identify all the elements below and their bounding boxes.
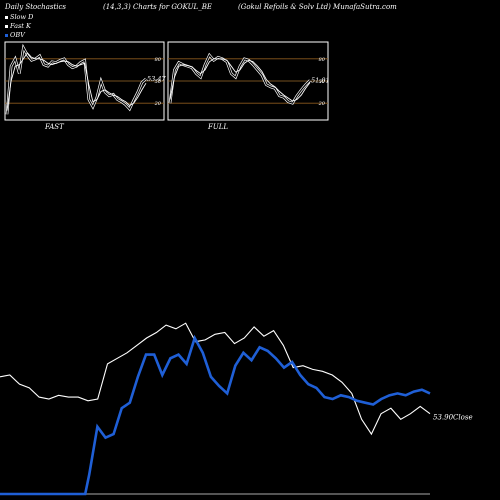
full-tick-20: 20 (318, 101, 326, 107)
legend-swatch-fast-k (5, 24, 8, 28)
full-tick-50: 50 (319, 79, 326, 85)
full-series-slow-d (169, 58, 311, 102)
legend-obv: OBV (5, 31, 25, 39)
full-tick-80: 80 (319, 57, 326, 63)
legend-slow-d: Slow D (5, 13, 33, 21)
fast-tick-80: 80 (155, 57, 162, 63)
fast-series-slow-d (6, 52, 147, 111)
full-last-value-label: 51.01 (311, 76, 330, 84)
fast-panel-title: FAST (45, 123, 64, 131)
fast-tick-20: 20 (154, 101, 162, 107)
full-panel-title: FULL (208, 123, 229, 131)
header-center: (14,3,3) Charts for GOKUL_BE (103, 3, 212, 11)
main-last-value-label: 53.90Close (433, 414, 473, 422)
legend-label-slow-d: Slow D (10, 13, 34, 21)
legend-label-fast-k: Fast K (10, 22, 31, 30)
fast-last-value-label: 53.47 (147, 75, 166, 83)
legend-fast-k: Fast K (5, 22, 31, 30)
close-price-line (0, 322, 431, 436)
full-series-fast-k (169, 53, 311, 104)
header-right: (Gokul Refoils & Solv Ltd) MunafaSutra.c… (238, 3, 397, 11)
legend-swatch-slow-d (5, 15, 8, 19)
legend-swatch-obv (5, 33, 8, 37)
header-left: Daily Stochastics (5, 3, 67, 11)
full-series-fast-k-outline (168, 52, 311, 105)
obv-line (0, 334, 431, 496)
legend-label-obv: OBV (10, 31, 25, 39)
fast-tick-50: 50 (155, 79, 162, 85)
